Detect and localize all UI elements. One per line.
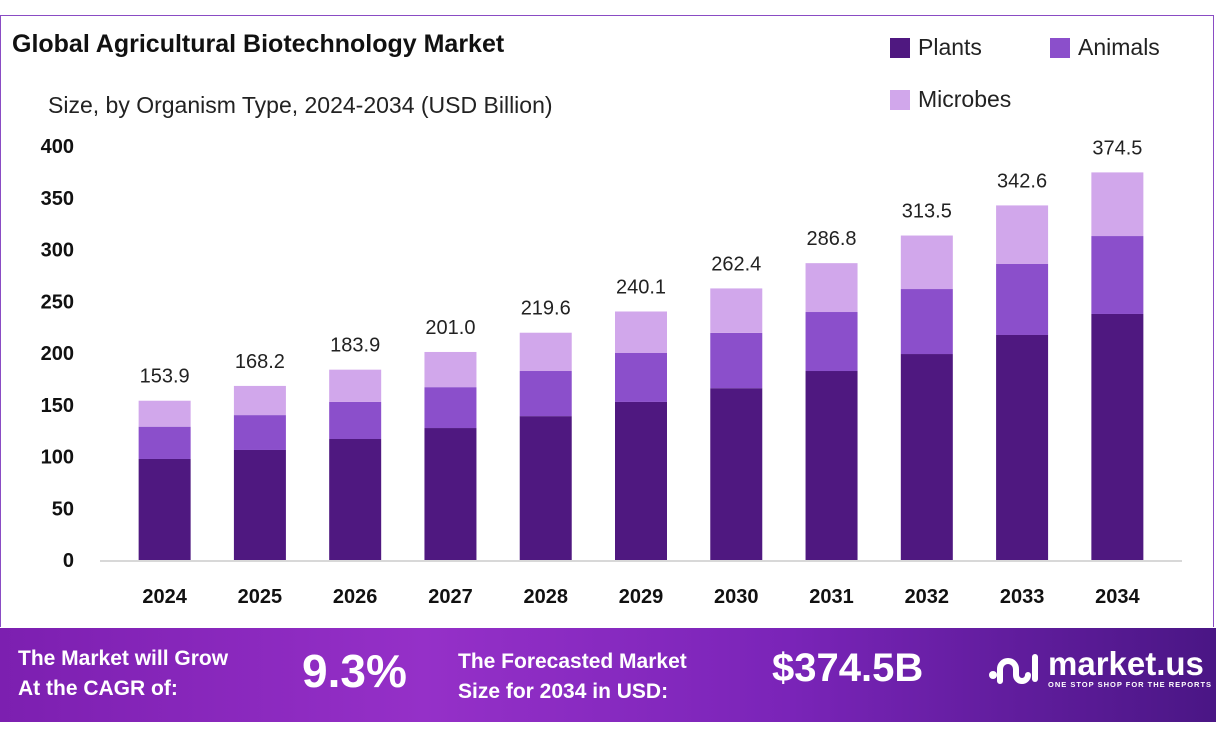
y-tick-label: 400	[41, 136, 74, 158]
legend-swatch-animals	[1050, 37, 1070, 58]
bar-segment-microbes	[1091, 172, 1144, 237]
bar-segment-plants	[996, 334, 1049, 560]
y-tick-label: 200	[41, 343, 74, 365]
bar-segment-microbes	[996, 205, 1049, 264]
data-label: 168.2	[235, 351, 285, 373]
bar-segment-plants	[138, 458, 191, 560]
legend-item-microbes: Microbes	[890, 86, 1011, 113]
legend-item-animals: Animals	[1050, 34, 1160, 61]
bar-chart: 0 50 100 150 200 250 300 350 400 153.9 2024 168.2 20…	[41, 136, 1182, 608]
bar-segment-animals	[996, 263, 1049, 335]
legend-label: Plants	[918, 34, 982, 60]
data-label: 374.5	[1092, 137, 1142, 159]
y-tick-label: 0	[63, 550, 74, 572]
bar-segment-microbes	[710, 288, 763, 333]
bar-segment-animals	[710, 332, 763, 389]
bar-segment-plants	[329, 439, 382, 560]
data-label: 240.1	[616, 276, 666, 298]
forecast-label-line2: Size for 2034 in USD:	[458, 680, 669, 703]
y-tick-label: 150	[41, 395, 74, 417]
y-tick-label: 300	[41, 240, 74, 262]
forecast-label: The Forecasted Market Size for 2034 in U…	[458, 647, 687, 707]
legend-item-plants: Plants	[890, 34, 982, 61]
bar-segment-microbes	[805, 263, 858, 313]
bar-segment-animals	[805, 312, 858, 372]
x-tick-label: 2025	[238, 586, 283, 608]
x-tick-label: 2034	[1095, 586, 1140, 608]
x-tick-label: 2028	[523, 586, 568, 608]
bar-segment-microbes	[519, 332, 572, 372]
x-tick-label: 2032	[905, 586, 950, 608]
data-label: 153.9	[140, 366, 190, 388]
x-tick-label: 2026	[333, 586, 378, 608]
bar-segment-plants	[519, 416, 572, 560]
legend-label: Microbes	[918, 86, 1012, 112]
cagr-label-line1: The Market will Grow	[18, 647, 229, 670]
bar-segment-plants	[805, 371, 858, 560]
logo-tagline: ONE STOP SHOP FOR THE REPORTS	[1048, 680, 1213, 689]
bar-segment-animals	[138, 426, 191, 459]
data-label: 342.6	[997, 170, 1047, 192]
summary-banner: The Market will Grow At the CAGR of: 9.3…	[0, 628, 1216, 722]
bar-segment-animals	[615, 353, 667, 402]
y-tick-label: 250	[41, 291, 74, 313]
bar-segment-microbes	[138, 400, 191, 427]
cagr-value: 9.3%	[302, 645, 407, 697]
bar-segment-plants	[710, 388, 763, 560]
bar-segment-plants	[900, 354, 953, 560]
bar-segment-plants	[615, 401, 667, 560]
legend-swatch-microbes	[890, 89, 910, 110]
bar-segment-microbes	[424, 351, 477, 388]
data-label: 183.9	[330, 335, 380, 357]
bar-segment-animals	[519, 371, 572, 417]
bar-segment-plants	[424, 428, 477, 560]
bar-segment-microbes	[233, 385, 286, 416]
legend-label: Animals	[1078, 34, 1160, 60]
x-tick-label: 2024	[142, 586, 187, 608]
bar-segment-microbes	[900, 235, 953, 290]
y-tick-label: 100	[41, 447, 74, 469]
bar-segment-plants	[1091, 313, 1144, 560]
legend-swatch-plants	[890, 37, 910, 58]
bar-segment-microbes	[615, 311, 667, 353]
data-label: 201.0	[425, 317, 475, 339]
y-tick-label: 350	[41, 188, 74, 210]
logo-text: market.us	[1048, 645, 1204, 682]
chart-frame	[0, 15, 1214, 627]
bar-segment-animals	[1091, 236, 1144, 314]
chart-subtitle: Size, by Organism Type, 2024-2034 (USD B…	[48, 92, 553, 118]
bar-segment-animals	[329, 401, 382, 440]
y-tick-label: 50	[52, 498, 74, 520]
data-label: 262.4	[711, 253, 761, 275]
forecast-label-line1: The Forecasted Market	[458, 650, 687, 673]
bar-segment-animals	[900, 289, 953, 355]
logo-icon	[989, 653, 1038, 684]
bar-segment-animals	[424, 387, 477, 429]
x-tick-label: 2033	[1000, 586, 1045, 608]
x-tick-label: 2031	[809, 586, 854, 608]
x-tick-label: 2030	[714, 586, 759, 608]
market-us-logo: market.us ONE STOP SHOP FOR THE REPORTS	[988, 645, 1213, 689]
bar-segment-animals	[233, 415, 286, 450]
cagr-label: The Market will Grow At the CAGR of:	[18, 644, 228, 704]
bar-segment-microbes	[329, 369, 382, 402]
x-tick-label: 2027	[428, 586, 473, 608]
bar-segment-plants	[233, 449, 286, 560]
data-label: 219.6	[521, 298, 571, 320]
data-label: 313.5	[902, 201, 952, 223]
x-tick-label: 2029	[619, 586, 664, 608]
forecast-value: $374.5B	[772, 646, 924, 690]
chart-title: Global Agricultural Biotechnology Market	[12, 30, 505, 58]
cagr-label-line2: At the CAGR of:	[18, 677, 178, 700]
data-label: 286.8	[807, 228, 857, 250]
